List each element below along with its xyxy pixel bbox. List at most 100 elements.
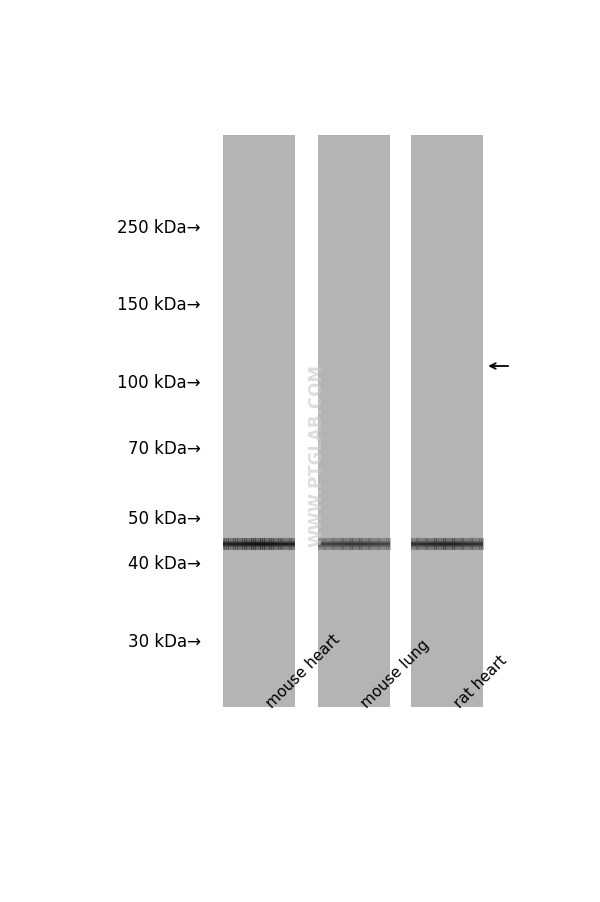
Bar — [318, 544, 390, 545]
Bar — [411, 547, 483, 548]
Bar — [318, 548, 390, 549]
Bar — [223, 538, 295, 539]
Bar — [223, 540, 295, 541]
Bar — [452, 538, 455, 550]
Bar — [318, 548, 390, 549]
Bar — [460, 538, 462, 550]
Bar — [318, 548, 390, 549]
Bar — [318, 547, 390, 548]
Bar — [411, 539, 483, 540]
Bar — [259, 538, 261, 550]
Bar — [223, 547, 295, 548]
Bar — [470, 538, 473, 550]
Text: rat heart: rat heart — [452, 652, 510, 711]
Bar — [318, 543, 390, 544]
Bar — [318, 540, 390, 541]
Bar — [318, 539, 390, 540]
Bar — [255, 538, 257, 550]
Bar — [411, 549, 483, 550]
Bar — [425, 538, 428, 550]
Bar — [223, 538, 225, 550]
Bar — [223, 540, 295, 541]
Bar — [442, 538, 444, 550]
Bar — [223, 549, 295, 550]
Bar — [223, 136, 295, 707]
Bar — [465, 538, 467, 550]
Bar — [223, 548, 295, 549]
Bar — [469, 538, 471, 550]
Bar — [223, 541, 295, 542]
Bar — [278, 538, 281, 550]
Bar — [223, 538, 295, 539]
Bar — [253, 538, 256, 550]
Bar — [318, 546, 390, 547]
Bar — [318, 544, 390, 545]
Text: 250 kDa→: 250 kDa→ — [117, 218, 200, 236]
Bar — [478, 538, 480, 550]
Bar — [415, 538, 417, 550]
Bar — [318, 542, 390, 543]
Bar — [411, 544, 483, 545]
Bar — [268, 538, 270, 550]
Bar — [420, 538, 422, 550]
Bar — [318, 549, 390, 550]
Bar — [223, 545, 295, 546]
Bar — [262, 538, 265, 550]
Bar — [223, 539, 295, 540]
Bar — [411, 539, 483, 540]
Bar — [413, 538, 415, 550]
Bar — [318, 549, 390, 550]
Bar — [242, 538, 245, 550]
Bar — [233, 538, 236, 550]
Bar — [411, 540, 483, 541]
Bar — [318, 538, 390, 539]
Bar — [264, 538, 266, 550]
Bar — [318, 136, 390, 707]
Bar — [237, 538, 239, 550]
Bar — [223, 548, 295, 549]
Bar — [226, 538, 229, 550]
Bar — [338, 538, 340, 550]
Bar — [379, 538, 382, 550]
Bar — [451, 538, 453, 550]
Bar — [318, 544, 390, 545]
Bar — [223, 546, 295, 547]
Bar — [318, 538, 320, 550]
Bar — [386, 538, 389, 550]
Bar — [411, 546, 483, 547]
Bar — [323, 538, 326, 550]
Bar — [411, 541, 483, 542]
Bar — [411, 136, 483, 707]
Bar — [223, 545, 295, 546]
Bar — [318, 546, 390, 547]
Bar — [318, 538, 390, 539]
Bar — [367, 538, 369, 550]
Bar — [318, 540, 390, 541]
Bar — [318, 543, 390, 544]
Bar — [223, 543, 295, 544]
Bar — [354, 538, 356, 550]
Bar — [443, 538, 446, 550]
Bar — [318, 540, 390, 541]
Bar — [481, 538, 484, 550]
Bar — [223, 538, 295, 539]
Bar — [411, 547, 483, 548]
Bar — [347, 538, 349, 550]
Bar — [277, 538, 279, 550]
Bar — [223, 546, 295, 547]
Bar — [223, 541, 295, 542]
Bar — [411, 538, 483, 539]
Bar — [223, 544, 295, 545]
Bar — [223, 548, 295, 549]
Bar — [275, 538, 277, 550]
Bar — [411, 544, 483, 545]
Bar — [411, 548, 483, 549]
Bar — [223, 549, 295, 550]
Bar — [411, 538, 483, 539]
Bar — [467, 538, 469, 550]
Bar — [359, 538, 362, 550]
Bar — [318, 545, 390, 546]
Bar — [345, 538, 347, 550]
Bar — [223, 544, 295, 545]
Bar — [440, 538, 442, 550]
